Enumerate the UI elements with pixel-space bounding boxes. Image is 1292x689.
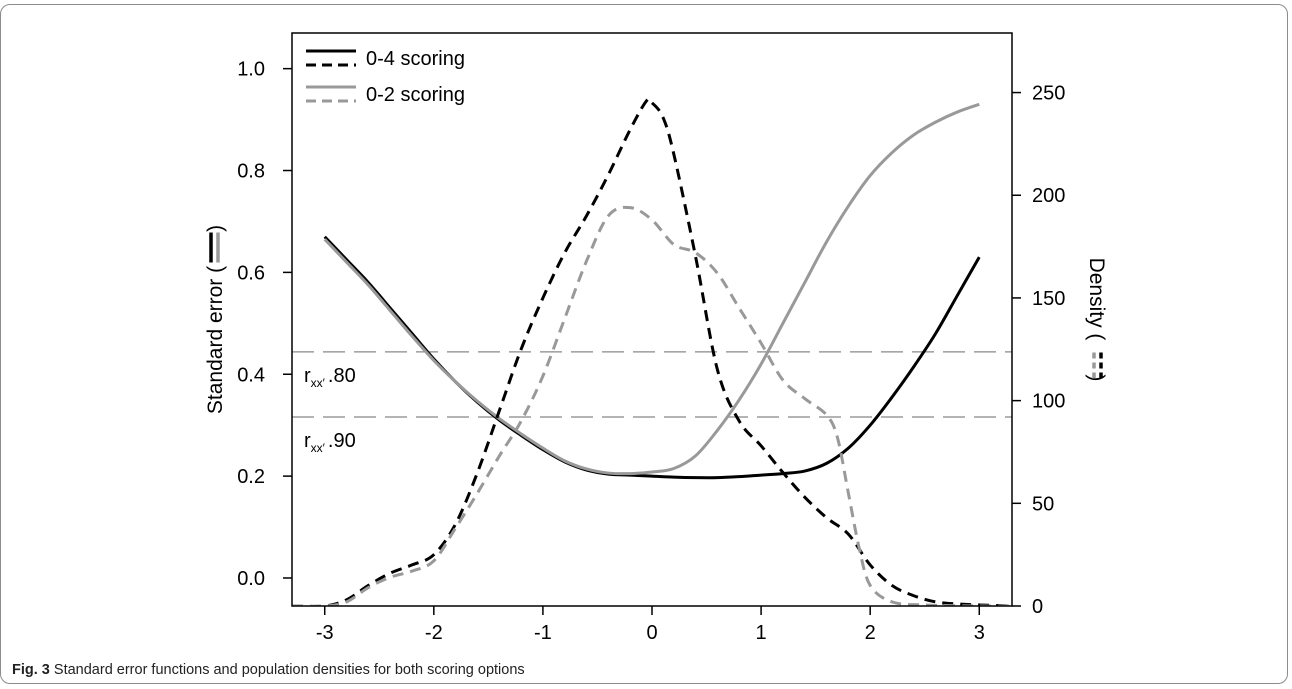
y-left-tick-label: 0.2: [237, 466, 265, 488]
x-tick-label: -3: [316, 622, 334, 644]
series-line-1: [323, 102, 980, 476]
legend-entry-0-4: 0-4 scoring: [306, 48, 465, 70]
y-right-tick-label: 250: [1032, 83, 1065, 105]
y-right-tick-label: 0: [1032, 596, 1043, 618]
y-left-tick-label: 0.6: [237, 262, 265, 284]
legend-entry-0-2: 0-2 scoring: [306, 84, 465, 106]
caption-text: Standard error functions and population …: [49, 662, 525, 678]
x-tick-label: 3: [974, 622, 985, 644]
y-axis-left-label-text: Standard error (: [204, 266, 227, 414]
legend-label-0-2: 0-2 scoring: [366, 84, 465, 106]
y-axis-left-legend-swatch: [209, 232, 220, 263]
y-axis-right-label: Density (): [1085, 258, 1108, 383]
y-left-tick-label: 0.0: [237, 568, 265, 590]
svg-text:Standard error (): Standard error (): [204, 225, 227, 414]
y-left-tick-label: 1.0: [237, 59, 265, 81]
x-tick-label: 0: [646, 622, 657, 644]
svg-text:Density (): Density (): [1085, 258, 1108, 382]
y-axis-right-label-text: Density (: [1085, 258, 1108, 341]
y-right-tick-label: 150: [1032, 288, 1065, 310]
y-axis-left-label-close: ): [204, 225, 227, 232]
y-right-tick-label: 50: [1032, 493, 1054, 515]
series-line-3: [292, 205, 1012, 606]
series-layer: [292, 97, 1012, 606]
figure-caption: Fig. 3 Standard error functions and popu…: [12, 662, 525, 678]
series-line-0: [323, 235, 981, 480]
caption-label: Fig. 3: [12, 662, 50, 678]
y-right-tick-label: 200: [1032, 185, 1065, 207]
reference-line-labels: rxx′ .80 rxx′ .90: [304, 365, 356, 455]
reference-lines: [292, 351, 1012, 418]
reference-line-label: rxx′ .90: [304, 430, 356, 455]
y-right-tick-label: 100: [1032, 391, 1065, 413]
y-left-tick-label: 0.8: [237, 161, 265, 183]
y-axis-right-legend-swatch: [1092, 352, 1103, 383]
legend-label-0-4: 0-4 scoring: [366, 48, 465, 70]
x-tick-label: -2: [425, 622, 443, 644]
x-tick-label: -1: [534, 622, 552, 644]
figure-frame: [0, 4, 1288, 684]
y-axis-left-label: Standard error (): [204, 225, 227, 414]
x-tick-label: 2: [865, 622, 876, 644]
legend: 0-4 scoring 0-2 scoring: [306, 48, 465, 106]
axes: -3 -2 -1 0 1 2 3 0.0 0.2 0.4 0.6 0.8 1.0 0 50 100 150 200…: [237, 59, 1065, 644]
series-line-2: [292, 97, 1012, 606]
reference-line-label: rxx′ .80: [304, 365, 356, 390]
y-axis-right-label-close: ): [1085, 374, 1108, 381]
y-left-tick-label: 0.4: [237, 364, 265, 386]
x-tick-label: 1: [756, 622, 767, 644]
